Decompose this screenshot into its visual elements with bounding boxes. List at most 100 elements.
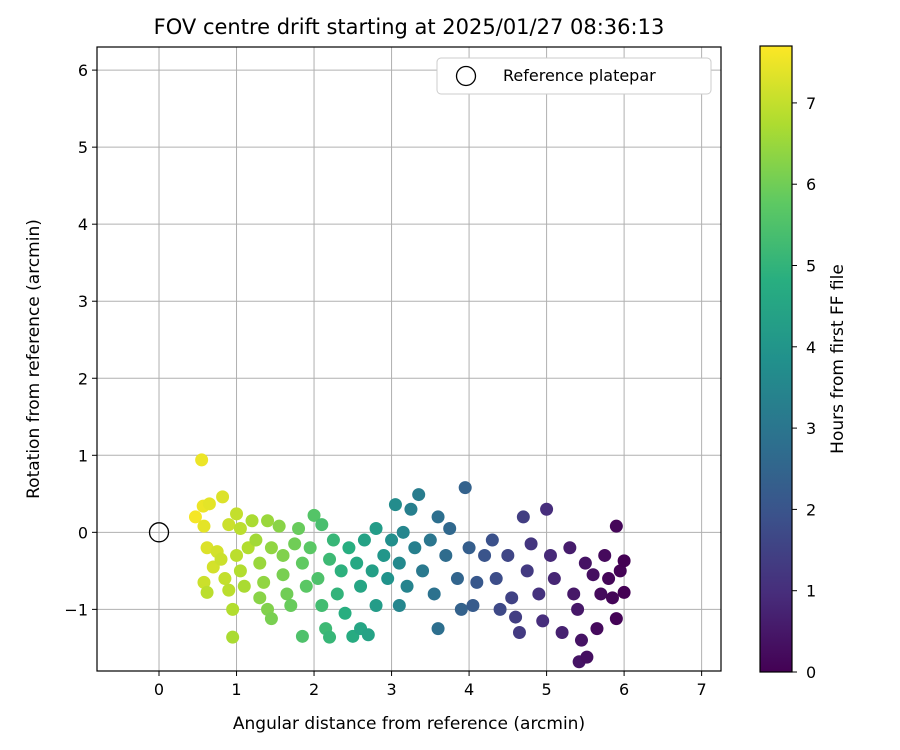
scatter-point xyxy=(323,630,337,644)
scatter-point xyxy=(311,572,325,586)
x-axis-label: Angular distance from reference (arcmin) xyxy=(233,714,585,734)
scatter-point xyxy=(617,554,631,568)
colorbar-tick-label: 0 xyxy=(806,663,816,682)
colorbar-ticks: 0 1 2 3 4 5 6 7 xyxy=(792,94,816,682)
grid-lines xyxy=(97,47,721,671)
scatter-point xyxy=(524,537,538,551)
scatter-point xyxy=(218,572,232,586)
scatter-point xyxy=(365,564,379,578)
scatter-point xyxy=(505,591,519,605)
scatter-point xyxy=(326,533,340,547)
scatter-point xyxy=(520,564,534,578)
scatter-point xyxy=(392,556,406,570)
scatter-point xyxy=(315,518,329,532)
scatter-point xyxy=(249,533,263,547)
scatter-point xyxy=(543,548,557,562)
scatter-point xyxy=(605,591,619,605)
scatter-point xyxy=(381,572,395,586)
y-tick-label: 1 xyxy=(78,446,88,465)
x-tick-label: 7 xyxy=(697,680,707,699)
scatter-points xyxy=(188,453,631,669)
scatter-point xyxy=(357,533,371,547)
scatter-point xyxy=(253,591,267,605)
scatter-point xyxy=(230,507,244,521)
scatter-point xyxy=(454,602,468,616)
scatter-point xyxy=(416,564,430,578)
scatter-point xyxy=(350,556,364,570)
scatter-point xyxy=(609,519,623,533)
scatter-point xyxy=(276,568,290,582)
scatter-point xyxy=(485,533,499,547)
scatter-point xyxy=(450,572,464,586)
scatter-point xyxy=(257,575,271,589)
scatter-point xyxy=(264,541,278,555)
reference-marker xyxy=(148,522,170,543)
plot-frame xyxy=(96,46,722,672)
y-tick-label: 3 xyxy=(78,292,88,311)
scatter-point xyxy=(512,625,526,639)
x-axis-ticks: 0 1 2 3 4 5 6 7 xyxy=(154,671,707,699)
scatter-point xyxy=(284,599,298,613)
scatter-point xyxy=(617,585,631,599)
scatter-point xyxy=(216,490,230,504)
scatter-point xyxy=(222,583,236,597)
scatter-point xyxy=(230,548,244,562)
scatter-point xyxy=(280,587,294,601)
scatter-point xyxy=(470,575,484,589)
scatter-point xyxy=(200,541,214,555)
colorbar-label: Hours from first FF file xyxy=(828,264,848,454)
y-tick-label: 0 xyxy=(78,523,88,542)
y-tick-label: 4 xyxy=(78,215,88,234)
legend-label: Reference platepar xyxy=(503,66,656,85)
scatter-point xyxy=(555,625,569,639)
scatter-point xyxy=(188,510,202,524)
x-tick-label: 5 xyxy=(541,680,551,699)
scatter-point xyxy=(226,602,240,616)
scatter-point xyxy=(195,453,209,467)
scatter-point xyxy=(233,521,247,535)
scatter-point xyxy=(396,525,410,539)
y-tick-label: −1 xyxy=(64,600,88,619)
scatter-point xyxy=(361,628,375,642)
scatter-point xyxy=(516,510,530,524)
scatter-point xyxy=(385,533,399,547)
scatter-point xyxy=(233,564,247,578)
scatter-point xyxy=(226,630,240,644)
scatter-point xyxy=(431,510,445,524)
scatter-point xyxy=(338,606,352,620)
scatter-point xyxy=(222,518,236,532)
scatter-point xyxy=(443,521,457,535)
scatter-point xyxy=(563,541,577,555)
scatter-point xyxy=(536,614,550,628)
scatter-point xyxy=(613,564,627,578)
scatter-point xyxy=(400,579,414,593)
legend: Reference platepar xyxy=(436,57,712,95)
scatter-point xyxy=(253,556,267,570)
scatter-point xyxy=(594,587,608,601)
colorbar-tick-label: 4 xyxy=(806,338,816,357)
x-tick-label: 2 xyxy=(309,680,319,699)
scatter-point xyxy=(288,537,302,551)
scatter-point xyxy=(458,481,472,495)
scatter-point xyxy=(567,587,581,601)
colorbar-gradient xyxy=(759,45,793,673)
scatter-point xyxy=(292,521,306,535)
colorbar-tick-label: 3 xyxy=(806,419,816,438)
scatter-point xyxy=(245,514,259,528)
scatter-point xyxy=(427,587,441,601)
scatter-point xyxy=(261,514,275,528)
x-tick-label: 0 xyxy=(154,680,164,699)
scatter-point xyxy=(423,533,437,547)
colorbar-tick-label: 6 xyxy=(806,175,816,194)
y-axis-label: Rotation from reference (arcmin) xyxy=(24,219,44,499)
x-tick-label: 1 xyxy=(231,680,241,699)
scatter-point xyxy=(602,572,616,586)
scatter-point xyxy=(354,579,368,593)
scatter-point xyxy=(574,633,588,647)
scatter-point xyxy=(200,585,214,599)
x-tick-label: 4 xyxy=(464,680,474,699)
scatter-point xyxy=(571,602,585,616)
scatter-point xyxy=(264,612,278,626)
scatter-point xyxy=(323,552,337,566)
